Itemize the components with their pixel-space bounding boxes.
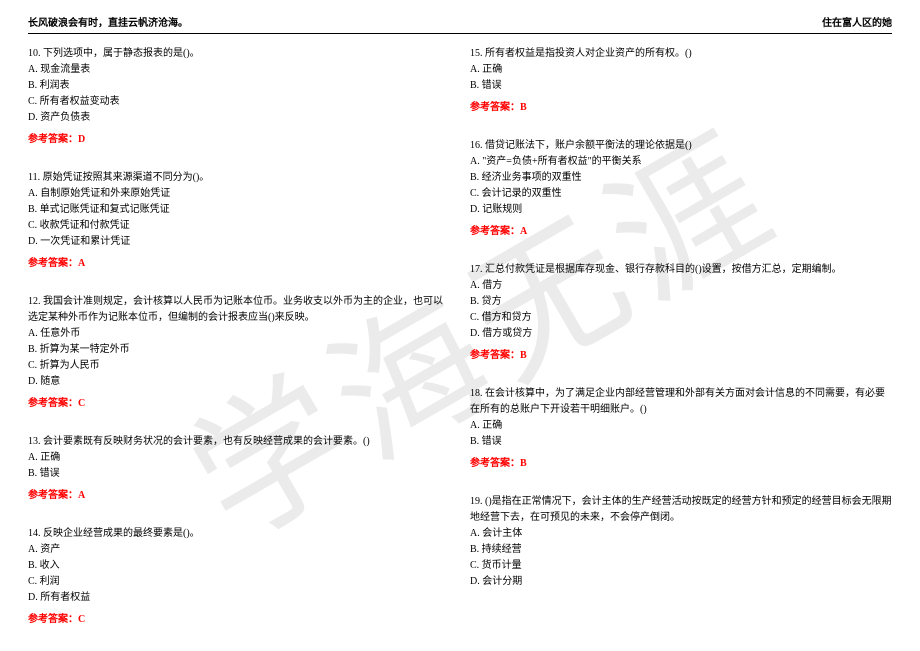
- answer-value: A: [78, 258, 85, 269]
- question-option: B. 持续经营: [470, 542, 892, 558]
- answer-value: B: [520, 350, 527, 361]
- question-stem: 14. 反映企业经营成果的最终要素是()。: [28, 526, 450, 542]
- answer-prefix: 参考答案：: [28, 134, 78, 145]
- question-option: D. 借方或贷方: [470, 326, 892, 342]
- question-stem: 18. 在会计核算中，为了满足企业内部经营管理和外部有关方面对会计信息的不同需要…: [470, 386, 892, 418]
- question-block: 12. 我国会计准则规定，会计核算以人民币为记账本位币。业务收支以外币为主的企业…: [28, 294, 450, 412]
- question-stem: 15. 所有者权益是指投资人对企业资产的所有权。(): [470, 46, 892, 62]
- answer-label: 参考答案：A: [28, 256, 450, 272]
- answer-prefix: 参考答案：: [470, 226, 520, 237]
- answer-prefix: 参考答案：: [28, 258, 78, 269]
- question-stem: 12. 我国会计准则规定，会计核算以人民币为记账本位币。业务收支以外币为主的企业…: [28, 294, 450, 326]
- question-block: 13. 会计要素既有反映财务状况的会计要素，也有反映经营成果的会计要素。()A.…: [28, 434, 450, 504]
- header-right: 住在富人区的她: [822, 14, 892, 29]
- columns: 10. 下列选项中，属于静态报表的是()。A. 现金流量表B. 利润表C. 所有…: [28, 46, 892, 650]
- answer-value: D: [78, 134, 85, 145]
- question-option: A. "资产=负债+所有者权益"的平衡关系: [470, 154, 892, 170]
- question-option: C. 收款凭证和付款凭证: [28, 218, 450, 234]
- answer-prefix: 参考答案：: [28, 614, 78, 625]
- answer-label: 参考答案：A: [470, 224, 892, 240]
- question-option: C. 所有者权益变动表: [28, 94, 450, 110]
- question-option: D. 资产负债表: [28, 110, 450, 126]
- question-option: D. 随意: [28, 374, 450, 390]
- answer-prefix: 参考答案：: [28, 398, 78, 409]
- question-option: A. 正确: [28, 450, 450, 466]
- question-stem: 19. ()是指在正常情况下，会计主体的生产经营活动按既定的经营方针和预定的经营…: [470, 494, 892, 526]
- question-option: C. 货币计量: [470, 558, 892, 574]
- question-option: A. 任意外币: [28, 326, 450, 342]
- header-left: 长风破浪会有时，直挂云帆济沧海。: [28, 14, 188, 29]
- answer-label: 参考答案：A: [28, 488, 450, 504]
- answer-label: 参考答案：B: [470, 456, 892, 472]
- question-block: 10. 下列选项中，属于静态报表的是()。A. 现金流量表B. 利润表C. 所有…: [28, 46, 450, 148]
- answer-label: 参考答案：C: [28, 396, 450, 412]
- answer-value: C: [78, 614, 85, 625]
- answer-value: C: [78, 398, 85, 409]
- question-option: A. 借方: [470, 278, 892, 294]
- question-option: C. 会计记录的双重性: [470, 186, 892, 202]
- answer-label: 参考答案：D: [28, 132, 450, 148]
- question-block: 11. 原始凭证按照其来源渠道不同分为()。A. 自制原始凭证和外来原始凭证B.…: [28, 170, 450, 272]
- answer-prefix: 参考答案：: [470, 458, 520, 469]
- question-option: C. 折算为人民币: [28, 358, 450, 374]
- question-option: D. 所有者权益: [28, 590, 450, 606]
- question-option: D. 会计分期: [470, 574, 892, 590]
- question-option: B. 贷方: [470, 294, 892, 310]
- question-option: B. 收入: [28, 558, 450, 574]
- question-option: B. 错误: [28, 466, 450, 482]
- question-option: A. 资产: [28, 542, 450, 558]
- page-container: 长风破浪会有时，直挂云帆济沧海。 住在富人区的她 10. 下列选项中，属于静态报…: [0, 0, 920, 650]
- question-option: B. 错误: [470, 78, 892, 94]
- question-option: D. 记账规则: [470, 202, 892, 218]
- question-stem: 17. 汇总付款凭证是根据库存现金、银行存款科目的()设置，按借方汇总，定期编制…: [470, 262, 892, 278]
- question-block: 17. 汇总付款凭证是根据库存现金、银行存款科目的()设置，按借方汇总，定期编制…: [470, 262, 892, 364]
- question-stem: 11. 原始凭证按照其来源渠道不同分为()。: [28, 170, 450, 186]
- answer-label: 参考答案：B: [470, 100, 892, 116]
- question-block: 18. 在会计核算中，为了满足企业内部经营管理和外部有关方面对会计信息的不同需要…: [470, 386, 892, 472]
- answer-value: A: [78, 490, 85, 501]
- question-option: A. 现金流量表: [28, 62, 450, 78]
- question-stem: 13. 会计要素既有反映财务状况的会计要素，也有反映经营成果的会计要素。(): [28, 434, 450, 450]
- question-block: 16. 借贷记账法下，账户余额平衡法的理论依据是()A. "资产=负债+所有者权…: [470, 138, 892, 240]
- answer-value: B: [520, 458, 527, 469]
- question-option: B. 经济业务事项的双重性: [470, 170, 892, 186]
- page-header: 长风破浪会有时，直挂云帆济沧海。 住在富人区的她: [28, 14, 892, 34]
- question-stem: 10. 下列选项中，属于静态报表的是()。: [28, 46, 450, 62]
- question-stem: 16. 借贷记账法下，账户余额平衡法的理论依据是(): [470, 138, 892, 154]
- answer-label: 参考答案：C: [28, 612, 450, 628]
- answer-value: B: [520, 102, 527, 113]
- question-option: C. 利润: [28, 574, 450, 590]
- question-option: A. 正确: [470, 62, 892, 78]
- question-option: B. 利润表: [28, 78, 450, 94]
- right-column: 15. 所有者权益是指投资人对企业资产的所有权。()A. 正确B. 错误参考答案…: [470, 46, 892, 650]
- question-block: 14. 反映企业经营成果的最终要素是()。A. 资产B. 收入C. 利润D. 所…: [28, 526, 450, 628]
- question-option: A. 自制原始凭证和外来原始凭证: [28, 186, 450, 202]
- question-option: B. 折算为某一特定外币: [28, 342, 450, 358]
- question-block: 15. 所有者权益是指投资人对企业资产的所有权。()A. 正确B. 错误参考答案…: [470, 46, 892, 116]
- left-column: 10. 下列选项中，属于静态报表的是()。A. 现金流量表B. 利润表C. 所有…: [28, 46, 450, 650]
- answer-prefix: 参考答案：: [470, 102, 520, 113]
- question-option: B. 错误: [470, 434, 892, 450]
- question-option: C. 借方和贷方: [470, 310, 892, 326]
- answer-label: 参考答案：B: [470, 348, 892, 364]
- question-block: 19. ()是指在正常情况下，会计主体的生产经营活动按既定的经营方针和预定的经营…: [470, 494, 892, 590]
- answer-value: A: [520, 226, 527, 237]
- question-option: D. 一次凭证和累计凭证: [28, 234, 450, 250]
- question-option: B. 单式记账凭证和复式记账凭证: [28, 202, 450, 218]
- question-option: A. 会计主体: [470, 526, 892, 542]
- answer-prefix: 参考答案：: [28, 490, 78, 501]
- answer-prefix: 参考答案：: [470, 350, 520, 361]
- question-option: A. 正确: [470, 418, 892, 434]
